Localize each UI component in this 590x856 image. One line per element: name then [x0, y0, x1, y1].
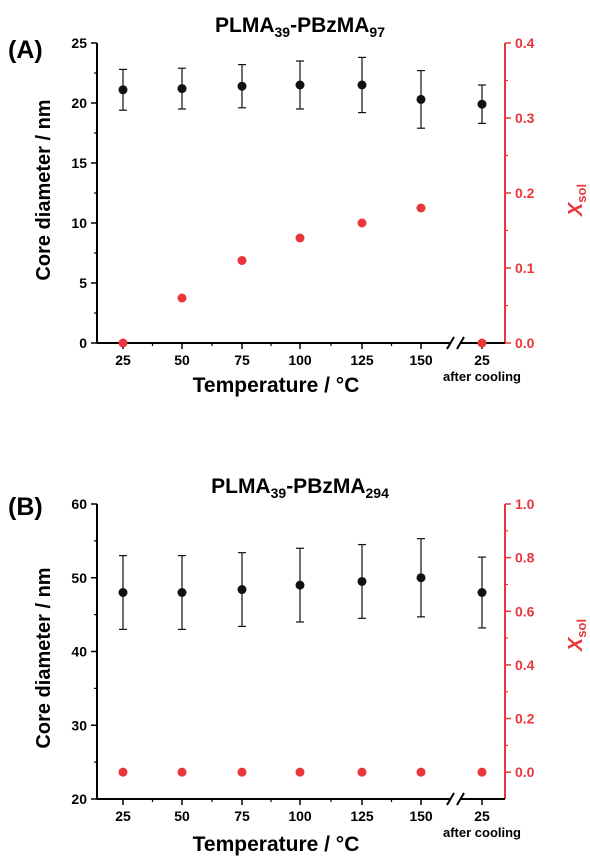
panel-a-xtick-label: 75 — [234, 352, 250, 368]
panel-b-y2tick-label: 0.0 — [515, 764, 535, 780]
panel-a-diameter-point — [416, 94, 426, 104]
panel-b-title-main: PLMA — [211, 475, 271, 498]
panel-a-title-main: PLMA — [215, 14, 275, 37]
panel-b-diameter-point — [357, 576, 367, 586]
panel-b-diameter-point — [477, 588, 487, 597]
panel-b-xsol-point — [177, 767, 187, 777]
panel-b-ylabel: Core diameter / nm — [33, 567, 55, 748]
panel-b-y2tick-label: 0.8 — [515, 550, 535, 566]
panel-a-xtick-label: 100 — [288, 352, 312, 368]
panel-b-ytick-label: 40 — [71, 644, 87, 660]
panel-a-xsol-point — [357, 218, 367, 228]
panel-b-title-sub2: 294 — [366, 485, 390, 501]
panel-a-y2tick-label: 0.4 — [515, 35, 535, 51]
panel-b-y2tick-label: 0.4 — [515, 657, 535, 673]
panel-a-ylabel: Core diameter / nm — [33, 99, 55, 280]
panel-a-after-cooling-label: after cooling — [443, 369, 521, 384]
panel-b-xlabel: Temperature / °C — [193, 833, 360, 856]
panel-b-title: PLMA39-PBzMA294 — [211, 475, 389, 501]
panel-a-xtick-label: 50 — [174, 352, 190, 368]
panel-a-ytick-label: 15 — [71, 155, 87, 171]
panel-b-axes: 20 30 40 50 60 0.0 0.2 0.4 0.6 0.8 1.0 25 50 75 100 125… — [71, 496, 534, 840]
panel-b-xsol-point — [118, 767, 128, 777]
panel-b-axis-break-mark — [446, 792, 455, 806]
panel-b-diameter-point — [295, 580, 305, 590]
panel-a-xsol-point — [118, 338, 128, 348]
panel-a-axis-break-mark — [446, 336, 455, 350]
panel-b-diameter-point — [177, 588, 187, 597]
panel-b-y2tick-label: 0.2 — [515, 711, 535, 727]
panel-a-y2tick-label: 0.2 — [515, 185, 535, 201]
panel-b-xtick-label: 25 — [115, 808, 131, 824]
panel-a-xsol-point — [477, 338, 487, 348]
panel-b-y2tick-label: 0.6 — [515, 603, 535, 619]
panel-a-xsol-point — [237, 256, 247, 265]
panel-b-xtick-label: 150 — [409, 808, 433, 824]
panel-b-xtick-label: 75 — [234, 808, 250, 824]
panel-a-ytick-label: 20 — [71, 95, 87, 111]
panel-b-ytick-label: 30 — [71, 717, 87, 733]
panel-b-title-mid: -PBzMA — [286, 475, 365, 498]
panel-b-xtick-label: 50 — [174, 808, 190, 824]
panel-a-y2tick-label: 0.1 — [515, 260, 535, 276]
panel-a-diameter-point — [237, 81, 247, 91]
panel-a-ytick-label: 0 — [79, 335, 87, 351]
panel-b-diameter-point — [416, 573, 426, 583]
panel-b-chart: (B) PLMA39-PBzMA294 Core diameter / nm T… — [8, 475, 589, 856]
panel-a-xlabel: Temperature / °C — [193, 374, 360, 397]
panel-b-after-cooling-label: after cooling — [443, 825, 521, 840]
panel-a-xtick-label: 25 — [115, 352, 131, 368]
panel-a-label: (A) — [8, 36, 43, 64]
panel-a-axes: 0 5 10 15 20 25 0.0 0.1 0.2 0.3 0.4 25 50 75 100 125 150… — [71, 35, 534, 384]
panel-b-y2label-main: X — [565, 636, 587, 652]
panel-b-diameter-point — [237, 585, 247, 595]
panel-b-ytick-label: 50 — [71, 570, 87, 586]
panel-b-y2tick-label: 1.0 — [515, 496, 535, 512]
panel-a-xtick-label: 25 — [474, 352, 490, 368]
panel-a-diameter-point — [118, 85, 128, 95]
panel-a-axis-break-mark — [456, 336, 465, 350]
panel-a-diameter-point — [295, 80, 305, 90]
panel-a-y2label-main: X — [565, 201, 587, 217]
panel-a-diameter-point — [477, 99, 487, 109]
panel-a-ytick-label: 25 — [71, 35, 87, 51]
panel-b-axis-break-mark — [456, 792, 465, 806]
panel-b-xsol-point — [416, 767, 426, 777]
panel-a-y2tick-label: 0.0 — [515, 335, 535, 351]
panel-a-y2tick-label: 0.3 — [515, 110, 535, 126]
panel-b-diameter-point — [118, 588, 128, 597]
panel-a-ytick-label: 5 — [79, 275, 87, 291]
panel-b-xtick-label: 125 — [350, 808, 374, 824]
panel-b-title-sub1: 39 — [271, 485, 287, 501]
panel-b-ytick-label: 60 — [71, 496, 87, 512]
panel-a-xsol-point — [177, 293, 187, 303]
panel-a-title-sub1: 39 — [275, 24, 291, 40]
panel-b-xtick-label: 25 — [474, 808, 490, 824]
panel-b-ytick-label: 20 — [71, 791, 87, 807]
panel-a-xtick-label: 150 — [409, 352, 433, 368]
panel-a-xsol-point — [295, 233, 305, 243]
panel-b-label: (B) — [8, 493, 43, 521]
panel-b-xsol-point — [295, 767, 305, 777]
panel-a-chart: (A) PLMA39-PBzMA97 Core diameter / nm Te… — [8, 14, 589, 397]
panel-a-y2label-sub: sol — [574, 184, 589, 203]
panel-b-y2label-sub: sol — [574, 619, 589, 638]
panel-a-title: PLMA39-PBzMA97 — [215, 14, 385, 40]
panel-a-title-sub2: 97 — [369, 24, 385, 40]
panel-b-xsol-point — [477, 767, 487, 777]
panel-b-y2label: Xsol — [565, 619, 589, 652]
panel-b-xsol-point — [237, 767, 247, 777]
panel-b-xtick-label: 100 — [288, 808, 312, 824]
panel-a-diameter-point — [177, 84, 187, 94]
panel-a-xtick-label: 125 — [350, 352, 374, 368]
panel-a-xsol-point — [416, 203, 426, 213]
panel-a-y2label: Xsol — [565, 184, 589, 217]
panel-b-xsol-point — [357, 767, 367, 777]
panel-a-diameter-point — [357, 80, 367, 90]
panel-a-ytick-label: 10 — [71, 215, 87, 231]
panel-a-title-mid: -PBzMA — [290, 14, 369, 37]
